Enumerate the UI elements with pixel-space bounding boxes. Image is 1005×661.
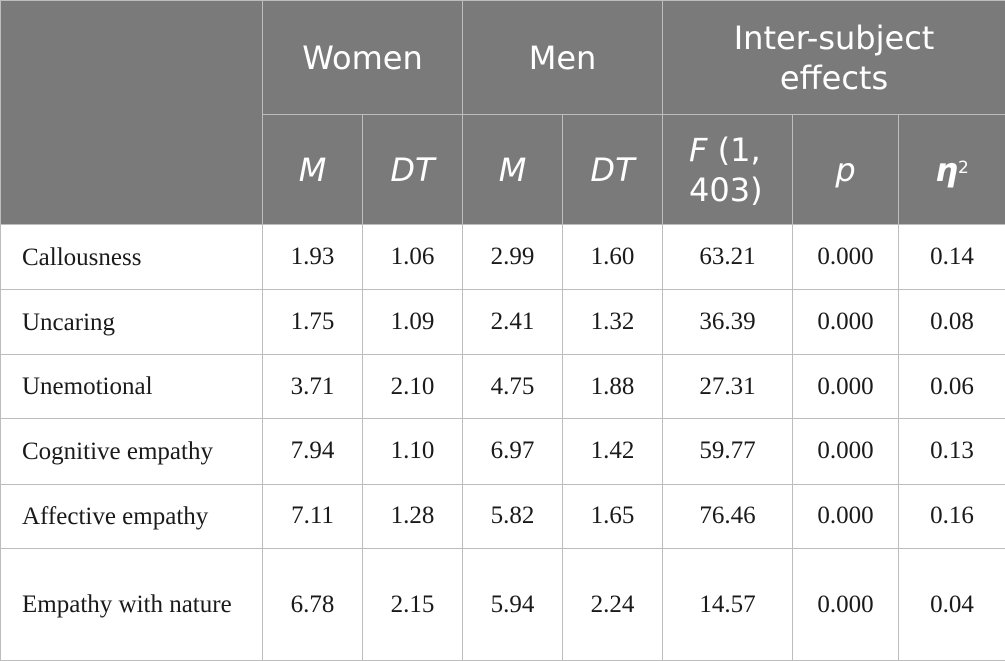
cell-women-m: 7.11 — [262, 483, 363, 550]
cell-women-m: 3.71 — [262, 353, 363, 420]
cell-women-dt: 1.06 — [361, 223, 464, 291]
cell-p-value: 0.000 — [792, 289, 900, 355]
cell-women-dt: 2.15 — [361, 548, 464, 661]
header-eta-symbol: η — [935, 150, 958, 189]
cell-eta-squared: 0.14 — [898, 223, 1005, 291]
header-eta-squared: η2 — [898, 114, 1005, 225]
row-label: Empathy with nature — [0, 548, 263, 661]
table-row: Affective empathy 7.11 1.28 5.82 1.65 76.46 0.… — [0, 483, 1005, 550]
cell-f-value: 59.77 — [662, 418, 794, 485]
cell-eta-squared: 0.04 — [898, 548, 1005, 661]
cell-men-m: 2.41 — [462, 289, 564, 355]
cell-women-m: 1.93 — [262, 223, 363, 291]
header-inter-subject-effects: Inter-subject effects — [662, 0, 1005, 115]
cell-men-dt: 1.65 — [562, 483, 664, 550]
table-row: Unemotional 3.71 2.10 4.75 1.88 27.31 0.000 0.0… — [0, 353, 1005, 420]
row-label: Uncaring — [0, 289, 263, 355]
table-row: Cognitive empathy 7.94 1.10 6.97 1.42 59.77 0.… — [0, 418, 1005, 485]
header-p: p — [792, 114, 900, 225]
cell-men-m: 5.94 — [462, 548, 564, 661]
cell-eta-squared: 0.06 — [898, 353, 1005, 420]
cell-men-dt: 1.32 — [562, 289, 664, 355]
cell-f-value: 36.39 — [662, 289, 794, 355]
row-label: Unemotional — [0, 353, 263, 420]
header-men: Men — [462, 0, 664, 115]
cell-f-value: 27.31 — [662, 353, 794, 420]
table-row: Callousness 1.93 1.06 2.99 1.60 63.21 0.000 0.1… — [0, 223, 1005, 291]
cell-f-value: 14.57 — [662, 548, 794, 661]
row-label: Cognitive empathy — [0, 418, 263, 485]
cell-eta-squared: 0.13 — [898, 418, 1005, 485]
cell-women-m: 1.75 — [262, 289, 363, 355]
cell-women-dt: 1.10 — [361, 418, 464, 485]
cell-f-value: 63.21 — [662, 223, 794, 291]
cell-women-m: 6.78 — [262, 548, 363, 661]
cell-men-dt: 1.88 — [562, 353, 664, 420]
cell-men-m: 6.97 — [462, 418, 564, 485]
header-f-letter: F — [689, 130, 708, 169]
row-label: Affective empathy — [0, 483, 263, 550]
cell-f-value: 76.46 — [662, 483, 794, 550]
cell-women-dt: 1.09 — [361, 289, 464, 355]
cell-men-m: 4.75 — [462, 353, 564, 420]
header-men-m: M — [462, 114, 564, 225]
cell-women-dt: 2.10 — [361, 353, 464, 420]
cell-men-dt: 1.42 — [562, 418, 664, 485]
cell-men-dt: 2.24 — [562, 548, 664, 661]
header-blank-cell — [0, 0, 263, 225]
cell-eta-squared: 0.16 — [898, 483, 1005, 550]
cell-eta-squared: 0.08 — [898, 289, 1005, 355]
header-men-dt: DT — [562, 114, 664, 225]
cell-p-value: 0.000 — [792, 483, 900, 550]
header-f-stat: F (1, 403) — [662, 114, 794, 225]
cell-p-value: 0.000 — [792, 223, 900, 291]
cell-women-dt: 1.28 — [361, 483, 464, 550]
row-label: Callousness — [0, 223, 263, 291]
header-row-groups: Women Men Inter-subject effects — [0, 0, 1005, 225]
header-f-df: (1, 403) — [689, 130, 763, 209]
cell-men-m: 5.82 — [462, 483, 564, 550]
cell-p-value: 0.000 — [792, 548, 900, 661]
cell-men-dt: 1.60 — [562, 223, 664, 291]
table-row: Uncaring 1.75 1.09 2.41 1.32 36.39 0.000 0.08 — [0, 289, 1005, 355]
cell-p-value: 0.000 — [792, 353, 900, 420]
header-eta-sup: 2 — [958, 157, 969, 178]
header-women: Women — [261, 0, 464, 115]
table-row: Empathy with nature 6.78 2.15 5.94 2.24 14.57… — [0, 548, 1005, 661]
header-women-m: M — [262, 114, 363, 225]
header-women-dt: DT — [361, 114, 464, 225]
cell-p-value: 0.000 — [792, 418, 900, 485]
cell-women-m: 7.94 — [262, 418, 363, 485]
cell-men-m: 2.99 — [462, 223, 564, 291]
header-row-stats: M DT M DT F (1, 403) p η2 — [1, 114, 1005, 225]
table-body: Callousness 1.93 1.06 2.99 1.60 63.21 0.000 0.1… — [0, 223, 1005, 661]
